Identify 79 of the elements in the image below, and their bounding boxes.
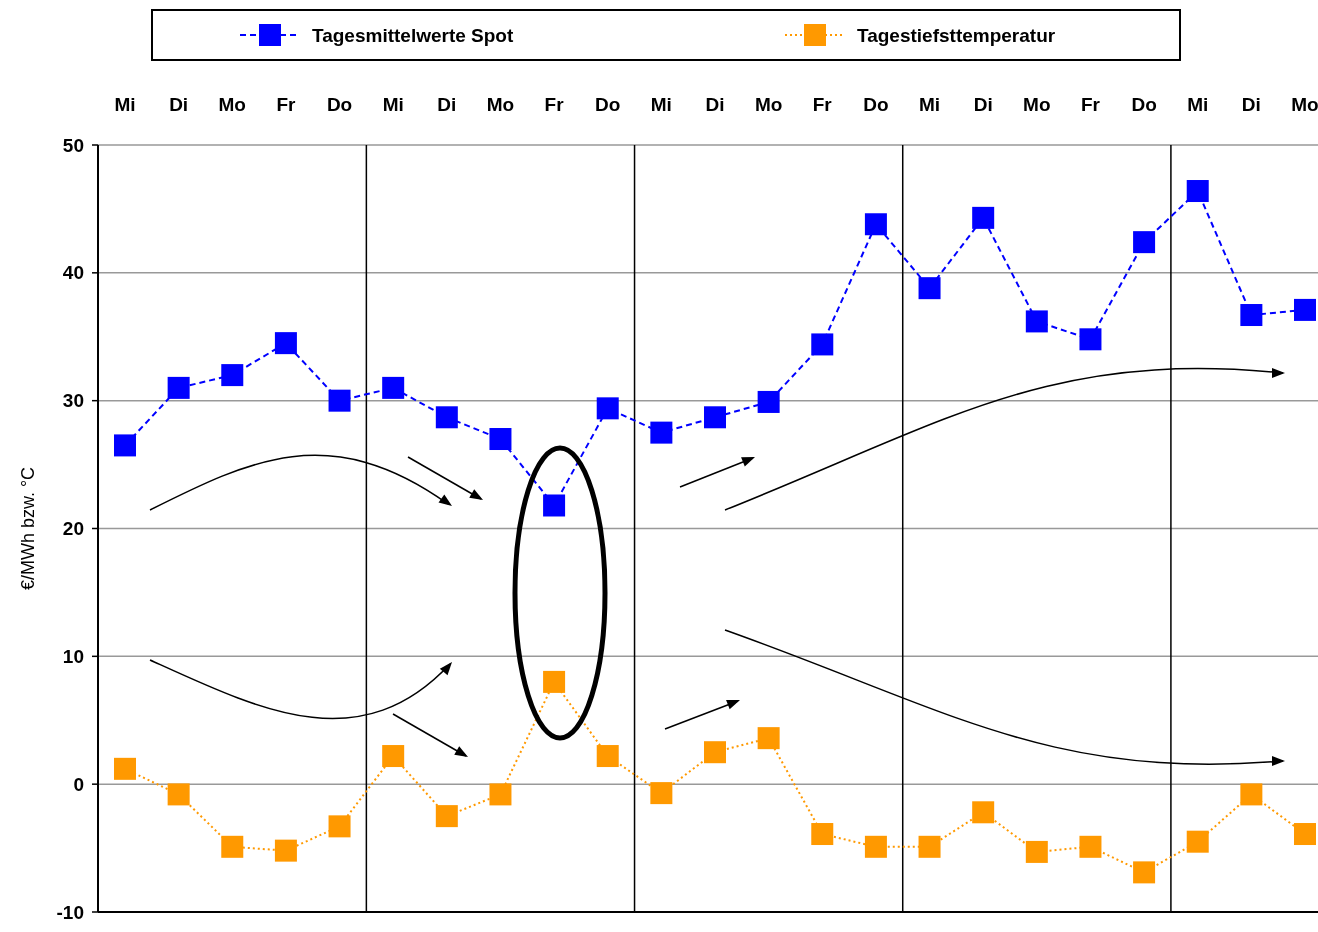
point <box>382 745 405 768</box>
y-tick-label: 0 <box>73 773 84 795</box>
y-tick-label: 40 <box>62 262 84 284</box>
x-tick-label: Do <box>595 94 621 115</box>
point <box>1186 830 1209 853</box>
x-tick-label: Fr <box>276 94 297 115</box>
point <box>972 801 995 824</box>
x-tick-label: Mo <box>486 94 515 115</box>
point <box>221 364 244 387</box>
y-tick-label: 10 <box>62 645 84 667</box>
point <box>918 277 941 300</box>
point <box>1133 231 1156 254</box>
x-tick-label: Di <box>437 94 457 115</box>
point <box>650 782 673 805</box>
y-tick-label: 50 <box>62 134 84 156</box>
x-tick-label: Mi <box>918 94 941 115</box>
point <box>435 406 458 429</box>
y-tick-label: 20 <box>62 518 84 540</box>
x-tick-label: Do <box>863 94 889 115</box>
x-tick-label: Mi <box>1187 94 1209 115</box>
point <box>811 823 834 846</box>
point <box>972 206 995 229</box>
point <box>274 332 297 355</box>
point <box>328 389 351 412</box>
point <box>274 839 297 862</box>
point <box>114 757 136 780</box>
point <box>704 406 726 429</box>
point <box>1079 328 1102 351</box>
x-tick-label: Di <box>705 94 725 115</box>
point <box>1133 861 1156 884</box>
x-tick-label: Mo <box>218 94 246 115</box>
point <box>1294 298 1316 321</box>
x-tick-label: Do <box>326 94 353 115</box>
point <box>918 835 941 858</box>
point <box>489 428 512 451</box>
point <box>328 815 351 838</box>
point <box>596 397 619 420</box>
point <box>1240 304 1263 327</box>
point <box>435 805 458 828</box>
point <box>1186 180 1209 203</box>
point <box>757 390 780 413</box>
x-tick-label: Di <box>1241 94 1261 115</box>
point <box>114 434 136 457</box>
x-tick-label: Fr <box>812 94 833 115</box>
point <box>811 333 834 356</box>
point <box>1240 783 1263 806</box>
legend-label: Tagestiefsttemperatur <box>857 24 1056 46</box>
x-tick-label: Do <box>1131 94 1157 115</box>
point <box>1025 310 1048 333</box>
legend-label: Tagesmittelwerte Spot <box>312 24 514 46</box>
point <box>221 835 244 858</box>
y-tick-label: -10 <box>56 901 84 923</box>
point <box>864 213 887 236</box>
point <box>167 783 190 806</box>
point <box>1294 823 1316 846</box>
point <box>596 745 619 768</box>
point <box>864 835 887 858</box>
x-tick-label: Mo <box>754 94 783 115</box>
x-tick-label: Mo <box>1291 94 1318 115</box>
point <box>704 741 726 764</box>
x-tick-label: Fr <box>1080 94 1101 115</box>
x-tick-label: Mo <box>1023 94 1051 115</box>
point <box>1025 840 1048 863</box>
x-tick-label: Mi <box>382 94 404 115</box>
x-tick-label: Mi <box>650 94 672 115</box>
y-axis-title: €/MWh bzw. °C <box>18 466 38 591</box>
point <box>382 376 405 399</box>
point <box>543 494 566 517</box>
x-tick-label: Mi <box>114 94 136 115</box>
x-tick-label: Fr <box>544 94 565 115</box>
point <box>650 421 673 444</box>
point <box>489 783 512 806</box>
point <box>1079 835 1102 858</box>
x-tick-label: Di <box>973 94 993 115</box>
y-tick-label: 30 <box>62 390 84 412</box>
point <box>167 376 190 399</box>
point <box>543 670 566 693</box>
point <box>757 727 780 750</box>
x-tick-label: Di <box>169 94 189 115</box>
